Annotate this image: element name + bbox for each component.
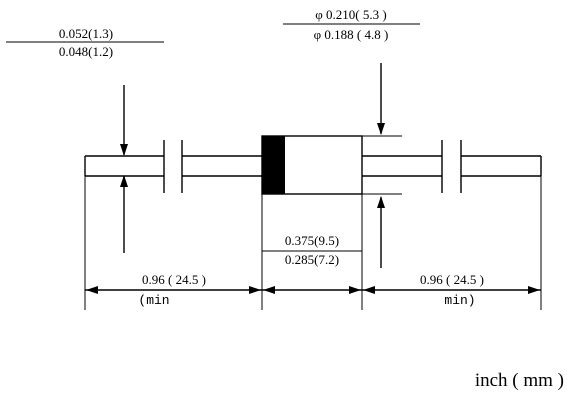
units-label: inch ( mm )	[475, 370, 564, 391]
cathode-band	[262, 136, 285, 194]
lead-diameter-dimension: 0.052(1.3) 0.048(1.2)	[6, 26, 164, 253]
body-diameter-dimension: φ 0.210( 5.3 ) φ 0.188 ( 4.8 )	[283, 7, 420, 268]
body-length-dimension: 0.375(9.5) 0.285(7.2)	[262, 233, 362, 267]
body-length-min: 0.285(7.2)	[285, 252, 339, 267]
left-lead-length-value: 0.96 ( 24.5 )	[142, 272, 206, 287]
left-lead-arrow-start	[86, 286, 98, 294]
right-lead-arrow-end	[528, 286, 540, 294]
left-lead	[84, 140, 262, 193]
diode-body	[261, 135, 363, 195]
lead-diameter-min: 0.048(1.2)	[59, 44, 113, 59]
body-length-arrow-end	[349, 286, 361, 294]
right-lead-length: 0.96 ( 24.5 ) min)	[420, 272, 484, 308]
left-lead-length: 0.96 ( 24.5 ) (min	[138, 272, 206, 308]
body-diameter-min: φ 0.188 ( 4.8 )	[314, 27, 389, 42]
body-diameter-upper-arrow	[377, 123, 385, 135]
left-lead-arrow-end	[249, 286, 261, 294]
right-lead-length-note: min)	[444, 293, 475, 308]
right-lead-arrow-start	[363, 286, 375, 294]
lead-diameter-max: 0.052(1.3)	[59, 26, 113, 41]
right-lead-length-value: 0.96 ( 24.5 )	[420, 272, 484, 287]
length-dimension-line	[85, 286, 541, 294]
body-length-max: 0.375(9.5)	[285, 233, 339, 248]
right-lead	[362, 140, 542, 193]
left-lead-length-note: (min	[138, 293, 169, 308]
lead-diameter-upper-arrow	[120, 144, 128, 156]
body-length-arrow-start	[263, 286, 275, 294]
body-diameter-max: φ 0.210( 5.3 )	[315, 7, 386, 22]
lead-diameter-lower-arrow	[120, 175, 128, 187]
body-diameter-lower-arrow	[377, 196, 385, 208]
